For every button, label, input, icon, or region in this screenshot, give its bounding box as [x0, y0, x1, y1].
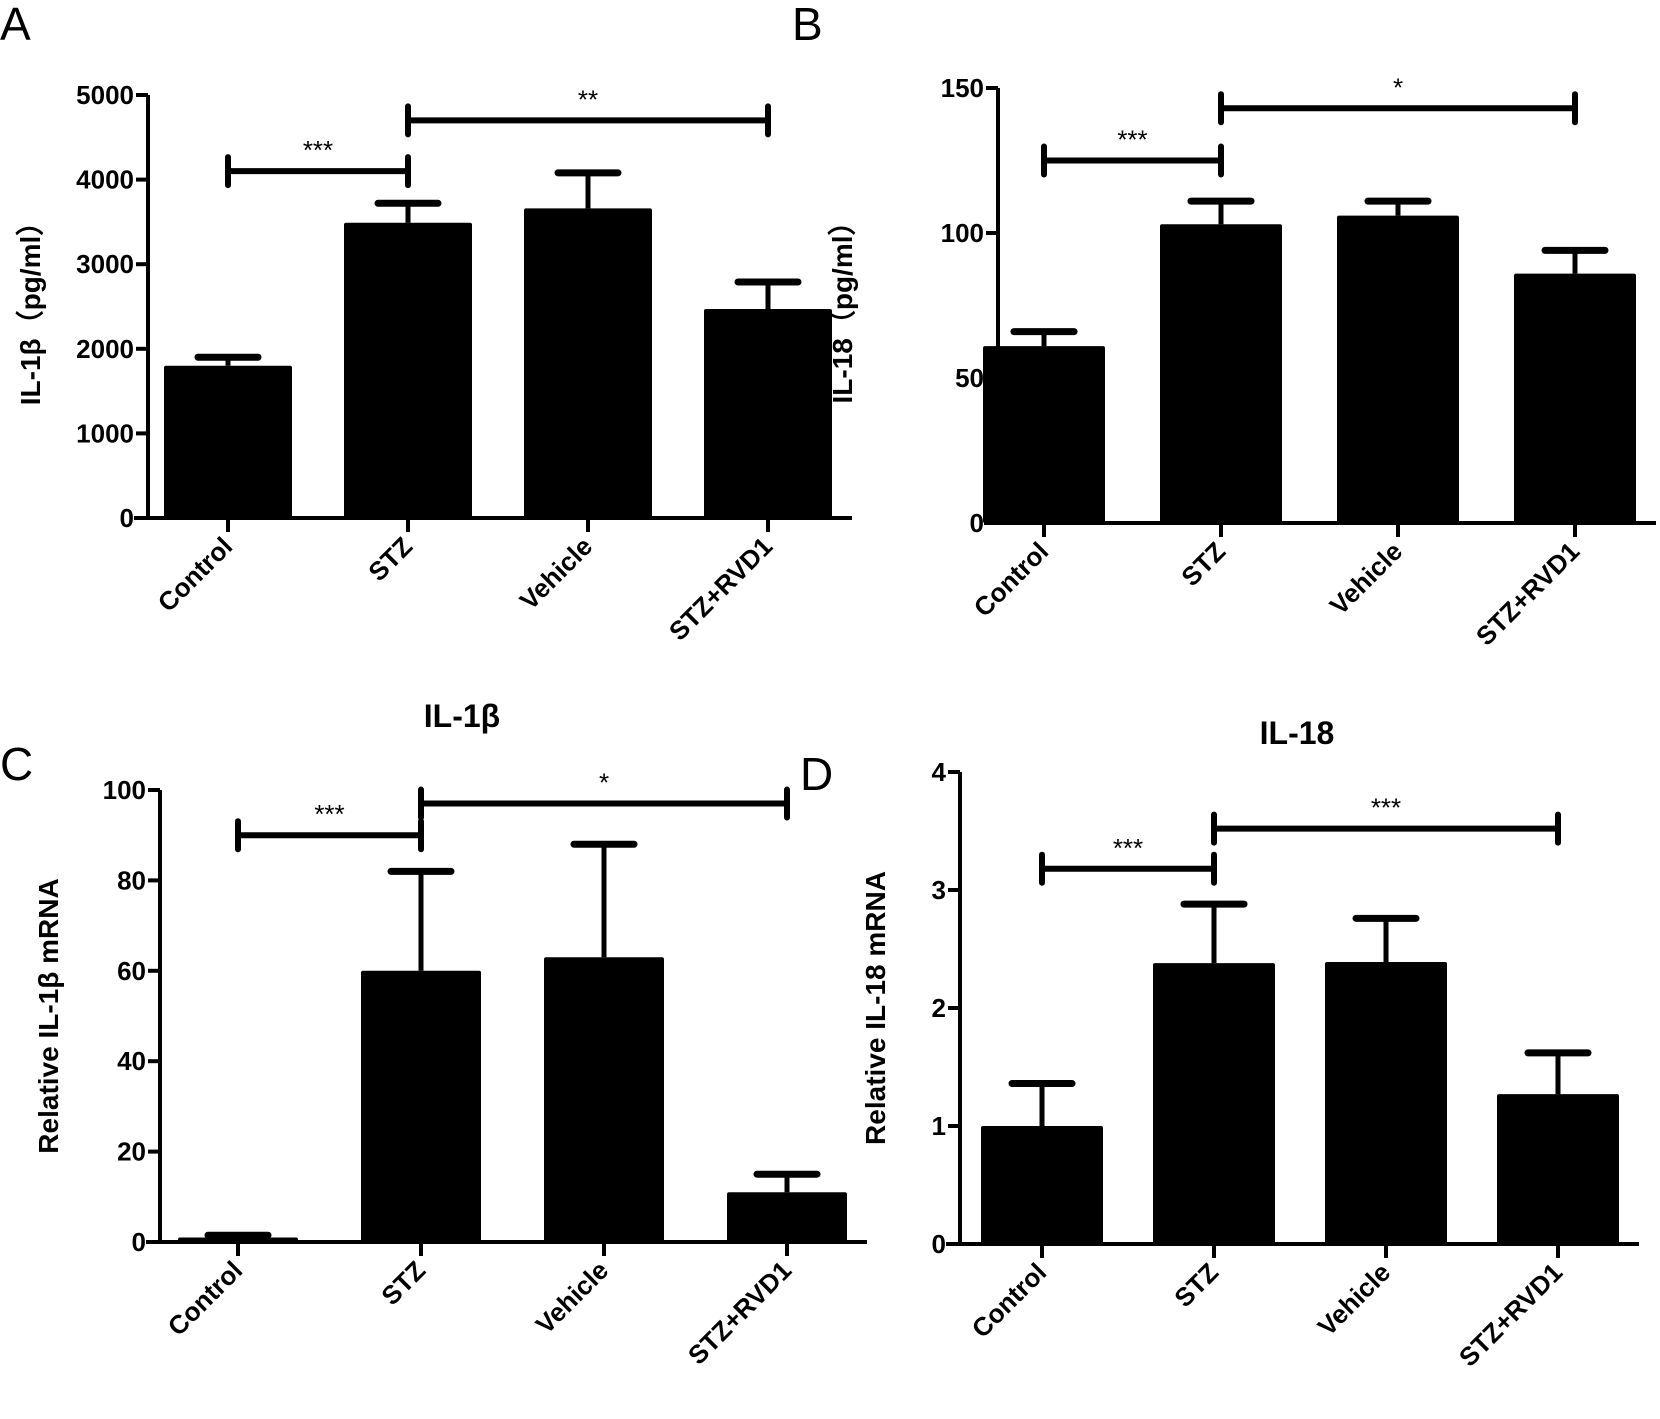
y-tick-label: 1000	[76, 418, 134, 448]
significance-label: ***	[1371, 793, 1401, 823]
panel-letter: B	[792, 0, 823, 50]
bar-control	[164, 365, 292, 518]
y-axis-title: Relative IL-1β mRNA	[33, 878, 64, 1153]
x-tick-label: Control	[162, 1255, 249, 1342]
significance-label: ***	[1113, 833, 1143, 863]
y-tick-label: 80	[117, 865, 146, 895]
x-tick-label: Control	[152, 531, 239, 618]
y-tick-label: 0	[970, 508, 984, 538]
y-axis-title: IL-18（pg/ml）	[826, 207, 858, 403]
x-tick-label: Vehicle	[530, 1255, 615, 1340]
y-tick-label: 50	[955, 363, 984, 393]
x-tick-label: STZ	[1168, 1257, 1224, 1313]
bar-vehicle	[1325, 961, 1447, 1244]
significance-label: ***	[303, 135, 333, 165]
panel-letter: C	[0, 738, 33, 790]
x-tick-label: Vehicle	[1312, 1257, 1397, 1342]
y-tick-label: 0	[120, 503, 134, 533]
significance-label: *	[1393, 72, 1403, 102]
bar-vehicle	[1337, 215, 1459, 523]
bar-stz-rvd1	[1497, 1094, 1619, 1244]
x-tick-label: STZ	[1175, 536, 1231, 592]
bar-vehicle	[524, 208, 652, 518]
chart-title: IL-18	[1260, 715, 1335, 751]
y-tick-label: 20	[117, 1137, 146, 1167]
bar-stz	[361, 970, 481, 1242]
y-tick-label: 1	[932, 1111, 946, 1141]
x-tick-label: Vehicle	[1324, 536, 1409, 621]
y-tick-label: 0	[132, 1227, 146, 1257]
y-tick-label: 100	[941, 218, 984, 248]
x-tick-label: STZ+RVD1	[682, 1255, 797, 1370]
significance-label: ***	[314, 799, 344, 829]
y-tick-label: 0	[932, 1229, 946, 1259]
y-tick-label: 4	[932, 757, 947, 787]
panel-letter: D	[800, 748, 833, 800]
y-tick-label: 100	[103, 775, 146, 805]
bar-stz	[1153, 963, 1275, 1244]
bar-stz-rvd1	[1514, 273, 1636, 523]
y-axis-title: IL-1β（pg/ml）	[14, 208, 46, 406]
y-tick-label: 5000	[76, 80, 134, 110]
bar-stz	[344, 222, 472, 518]
x-tick-label: STZ	[362, 531, 418, 587]
significance-label: ***	[1117, 125, 1147, 155]
y-tick-label: 60	[117, 956, 146, 986]
panel-c: C IL-1β Relative IL-1β mRNA 0 20 40 60 80 100 Con…	[0, 698, 867, 1370]
significance-label: **	[578, 84, 598, 114]
bar-stz	[1160, 224, 1282, 524]
x-tick-label: Control	[968, 536, 1055, 623]
x-tick-label: Vehicle	[514, 531, 599, 616]
y-tick-label: 3000	[76, 249, 134, 279]
panel-a: A IL-1β（pg/ml） 0 1000 2000 3000 4000 5000 Contro…	[0, 0, 852, 646]
y-tick-label: 150	[941, 73, 984, 103]
panel-b: B IL-18（pg/ml） 0 50 100 150 Control STZ Vehicle S…	[792, 0, 1656, 651]
y-tick-label: 40	[117, 1046, 146, 1076]
y-tick-label: 3	[932, 875, 946, 905]
bar-stz-rvd1	[704, 309, 832, 518]
x-tick-label: Control	[966, 1257, 1053, 1344]
panel-d: D IL-18 Relative IL-18 mRNA 0 1 2 3 4 Control STZ…	[800, 715, 1639, 1372]
x-tick-label: STZ	[375, 1255, 431, 1311]
bar-stz-rvd1	[727, 1192, 847, 1242]
x-tick-label: STZ+RVD1	[663, 531, 778, 646]
y-tick-label: 4000	[76, 165, 134, 195]
y-tick-label: 2	[932, 993, 946, 1023]
panel-letter: A	[0, 0, 31, 50]
x-tick-label: STZ+RVD1	[1453, 1257, 1568, 1372]
y-axis-title: Relative IL-18 mRNA	[860, 871, 891, 1145]
bar-control	[983, 346, 1105, 523]
bar-control	[981, 1126, 1103, 1244]
bar-vehicle	[544, 957, 664, 1242]
x-tick-label: STZ+RVD1	[1470, 536, 1585, 651]
significance-label: *	[599, 768, 609, 798]
y-tick-label: 2000	[76, 334, 134, 364]
chart-title: IL-1β	[424, 698, 500, 734]
